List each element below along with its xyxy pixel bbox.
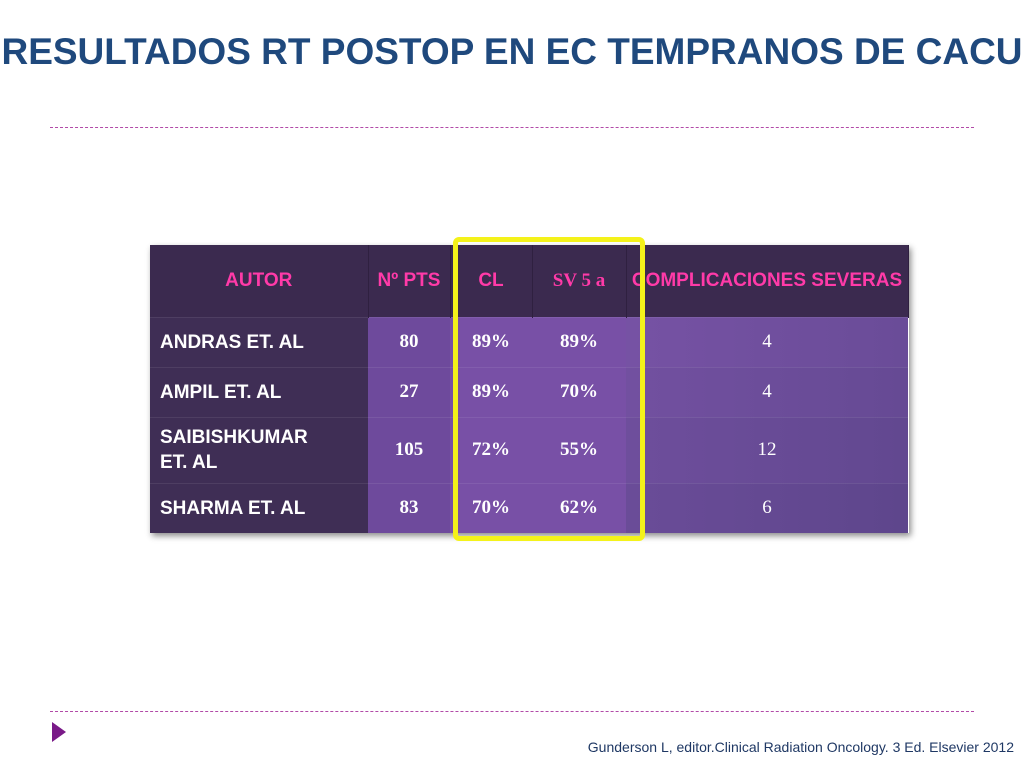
cell-cl: 89% xyxy=(450,367,532,417)
table-row: AMPIL ET. AL 27 89% 70% 4 xyxy=(150,367,908,417)
cell-autor: ANDRAS ET. AL xyxy=(150,317,368,367)
bottom-divider xyxy=(50,711,974,712)
cell-autor: SAIBISHKUMAR ET. AL xyxy=(150,417,368,483)
table-row: SHARMA ET. AL 83 70% 62% 6 xyxy=(150,483,908,533)
cell-n-pts: 80 xyxy=(368,317,450,367)
cell-sv: 55% xyxy=(532,417,626,483)
cell-cl: 72% xyxy=(450,417,532,483)
table-row: SAIBISHKUMAR ET. AL 105 72% 55% 12 xyxy=(150,417,908,483)
header-cl: CL xyxy=(450,245,533,317)
header-n-pts: Nº PTS xyxy=(368,245,451,317)
header-sv: SV 5 a xyxy=(532,245,627,317)
cell-complicaciones: 4 xyxy=(626,317,908,367)
cell-cl: 89% xyxy=(450,317,532,367)
right-triangle-icon xyxy=(52,722,66,742)
top-divider xyxy=(50,127,974,128)
cell-n-pts: 105 xyxy=(368,417,450,483)
cell-cl: 70% xyxy=(450,483,532,533)
cell-sv: 62% xyxy=(532,483,626,533)
slide-title: RESULTADOS RT POSTOP EN EC TEMPRANOS DE … xyxy=(1,31,1023,72)
cell-autor: AMPIL ET. AL xyxy=(150,367,368,417)
table-row: ANDRAS ET. AL 80 89% 89% 4 xyxy=(150,317,908,367)
table-header-row: AUTOR Nº PTS CL SV 5 a COMPLICACIONES SE… xyxy=(150,245,909,317)
cell-autor: SHARMA ET. AL xyxy=(150,483,368,533)
header-complicaciones: COMPLICACIONES SEVERAS xyxy=(626,245,909,317)
cell-complicaciones: 12 xyxy=(626,417,908,483)
cell-complicaciones: 4 xyxy=(626,367,908,417)
cell-n-pts: 83 xyxy=(368,483,450,533)
results-table: AUTOR Nº PTS CL SV 5 a COMPLICACIONES SE… xyxy=(150,245,909,533)
citation: Gunderson L, editor.Clinical Radiation O… xyxy=(587,739,1014,755)
cell-n-pts: 27 xyxy=(368,367,450,417)
cell-sv: 89% xyxy=(532,317,626,367)
cell-sv: 70% xyxy=(532,367,626,417)
cell-complicaciones: 6 xyxy=(626,483,908,533)
header-autor: AUTOR xyxy=(150,245,369,317)
